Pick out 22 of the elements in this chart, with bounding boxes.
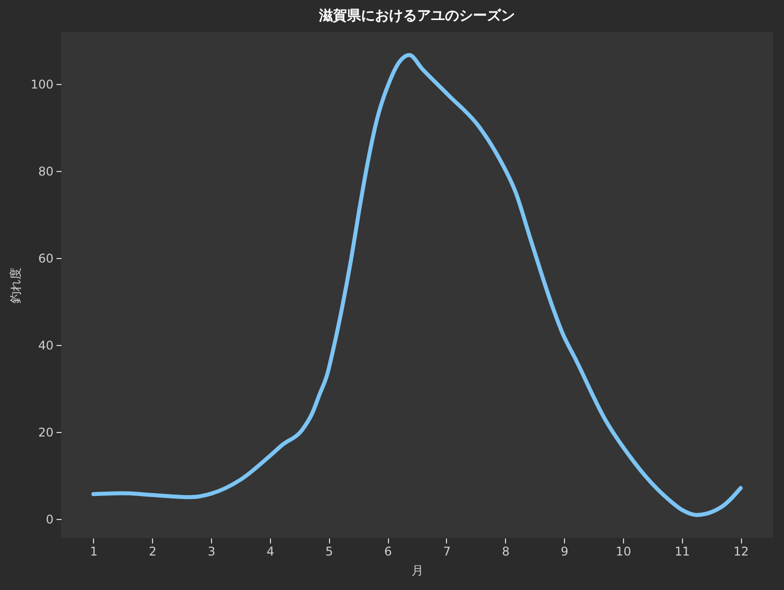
x-tick-label: 10 bbox=[616, 544, 632, 558]
x-tick-label: 11 bbox=[674, 544, 690, 558]
y-axis-title: 釣れ度 bbox=[8, 268, 23, 304]
x-tick-label: 6 bbox=[384, 544, 392, 558]
x-tick-label: 7 bbox=[443, 544, 451, 558]
y-tick-label: 0 bbox=[46, 512, 54, 526]
x-tick-label: 2 bbox=[148, 544, 157, 558]
line-series bbox=[91, 53, 743, 517]
x-tick-label: 4 bbox=[266, 544, 274, 558]
x-tick-label: 12 bbox=[733, 544, 749, 558]
y-tick-label: 100 bbox=[30, 78, 54, 92]
chart-title: 滋賀県におけるアユのシーズン bbox=[318, 8, 515, 24]
x-tick-label: 5 bbox=[325, 544, 334, 558]
x-tick-label: 3 bbox=[208, 544, 216, 558]
x-tick-label: 9 bbox=[560, 544, 568, 558]
x-axis-title: 月 bbox=[412, 564, 424, 578]
y-tick-label: 40 bbox=[38, 338, 54, 352]
y-tick-label: 20 bbox=[38, 425, 54, 440]
y-tick-label: 60 bbox=[38, 252, 54, 266]
x-tick-label: 1 bbox=[90, 544, 98, 558]
x-tick-label: 8 bbox=[502, 544, 510, 558]
y-tick-label: 80 bbox=[38, 164, 54, 179]
